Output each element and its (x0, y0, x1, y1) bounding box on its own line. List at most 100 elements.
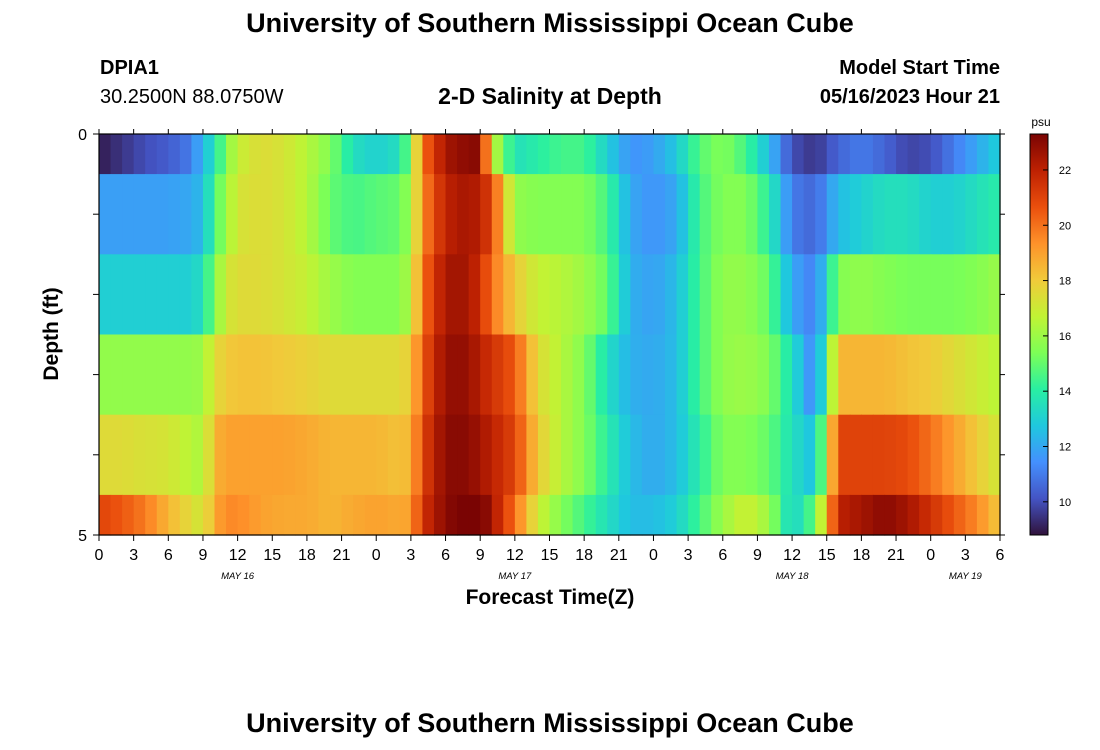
heatmap-cell (179, 334, 193, 416)
heatmap-cell (641, 174, 655, 255)
model-start-label: Model Start Time (839, 57, 1000, 79)
heatmap-cell (480, 494, 493, 536)
heatmap-cell (745, 494, 759, 536)
heatmap-cell (618, 174, 631, 255)
heatmap-cell (376, 494, 389, 536)
heatmap-cell (283, 174, 296, 255)
heatmap-cell (226, 174, 239, 255)
heatmap-cell (965, 254, 978, 336)
heatmap-cell (272, 334, 285, 416)
date-label: MAY 18 (776, 571, 810, 582)
heatmap-cell (699, 494, 712, 536)
heatmap-cell (722, 174, 735, 255)
heatmap-cell (572, 334, 585, 416)
heatmap-cell (537, 494, 551, 536)
heatmap-cell (214, 174, 227, 255)
heatmap-cell (526, 174, 539, 255)
heatmap-cell (445, 254, 458, 336)
heatmap-cell (919, 134, 932, 175)
heatmap-cell (122, 334, 135, 416)
heatmap-cell (953, 174, 966, 255)
heatmap-cell (549, 254, 562, 336)
x-tick-label: 0 (926, 547, 935, 564)
heatmap-cell (688, 414, 701, 496)
heatmap-cell (896, 174, 909, 255)
heatmap-cell (480, 174, 493, 255)
heatmap-cell (757, 134, 770, 175)
heatmap-cell (249, 414, 262, 496)
heatmap-cell (803, 174, 816, 255)
heatmap-cell (514, 254, 527, 336)
heatmap-cell (930, 174, 943, 255)
heatmap-cell (872, 134, 886, 175)
heatmap-cell (549, 494, 562, 536)
heatmap-cell (976, 414, 990, 496)
heatmap-cell (422, 174, 435, 255)
heatmap-cell (988, 414, 1001, 496)
heatmap-cell (745, 414, 759, 496)
heatmap-cell (526, 134, 539, 175)
heatmap-cell (861, 494, 874, 536)
heatmap-cell (237, 254, 250, 336)
heatmap-cells (99, 134, 1001, 536)
heatmap-cell (780, 414, 793, 496)
heatmap-cell (503, 174, 516, 255)
heatmap-cell (237, 334, 250, 416)
heatmap-cell (330, 494, 343, 536)
heatmap-cell (792, 414, 805, 496)
plot-subtitle: 2-D Salinity at Depth (438, 83, 662, 109)
heatmap-cell (722, 254, 735, 336)
heatmap-cell (503, 494, 516, 536)
heatmap-cell (226, 254, 239, 336)
heatmap-cell (122, 254, 135, 336)
heatmap-cell (780, 174, 793, 255)
heatmap-cell (341, 494, 354, 536)
heatmap-cell (226, 134, 239, 175)
colorbar-tick-label: 14 (1059, 386, 1071, 398)
heatmap-cell (815, 334, 828, 416)
heatmap-cell (168, 494, 181, 536)
heatmap-cell (168, 134, 181, 175)
heatmap-cell (122, 414, 135, 496)
heatmap-cell (665, 174, 678, 255)
heatmap-cell (272, 414, 285, 496)
heatmap-cell (711, 174, 724, 255)
x-tick-label: 6 (996, 547, 1005, 564)
heatmap-cell (179, 254, 193, 336)
heatmap-cell (549, 414, 562, 496)
heatmap-cell (514, 174, 527, 255)
heatmap-cell (988, 134, 1001, 175)
heatmap-cell (595, 174, 608, 255)
y-tick-label: 0 (78, 127, 87, 144)
heatmap-cell (792, 494, 805, 536)
heatmap-cell (341, 174, 354, 255)
heatmap-cell (572, 414, 585, 496)
x-tick-label: 3 (129, 547, 138, 564)
heatmap-cell (953, 134, 966, 175)
heatmap-cell (861, 174, 874, 255)
heatmap-cell (838, 134, 851, 175)
heatmap-cell (364, 334, 377, 416)
x-tick-label: 12 (783, 547, 801, 564)
heatmap-cell (630, 174, 643, 255)
heatmap-cell (768, 414, 782, 496)
heatmap-cell (734, 414, 747, 496)
heatmap-cell (815, 494, 828, 536)
colorbar-tick-label: 12 (1059, 442, 1071, 454)
heatmap-cell (145, 134, 158, 175)
heatmap-cell (168, 414, 181, 496)
heatmap-cell (202, 174, 216, 255)
heatmap-cell (930, 254, 943, 336)
heatmap-cell (330, 414, 343, 496)
heatmap-cell (919, 494, 932, 536)
x-tick-label: 15 (818, 547, 836, 564)
heatmap-cell (584, 494, 597, 536)
heatmap-cell (272, 254, 285, 336)
heatmap-cell (849, 414, 862, 496)
heatmap-cell (676, 174, 689, 255)
heatmap-cell (433, 414, 447, 496)
x-tick-label: 9 (476, 547, 485, 564)
heatmap-cell (988, 334, 1001, 416)
heatmap-cell (595, 134, 608, 175)
colorbar-unit-label: psu (1031, 115, 1050, 129)
